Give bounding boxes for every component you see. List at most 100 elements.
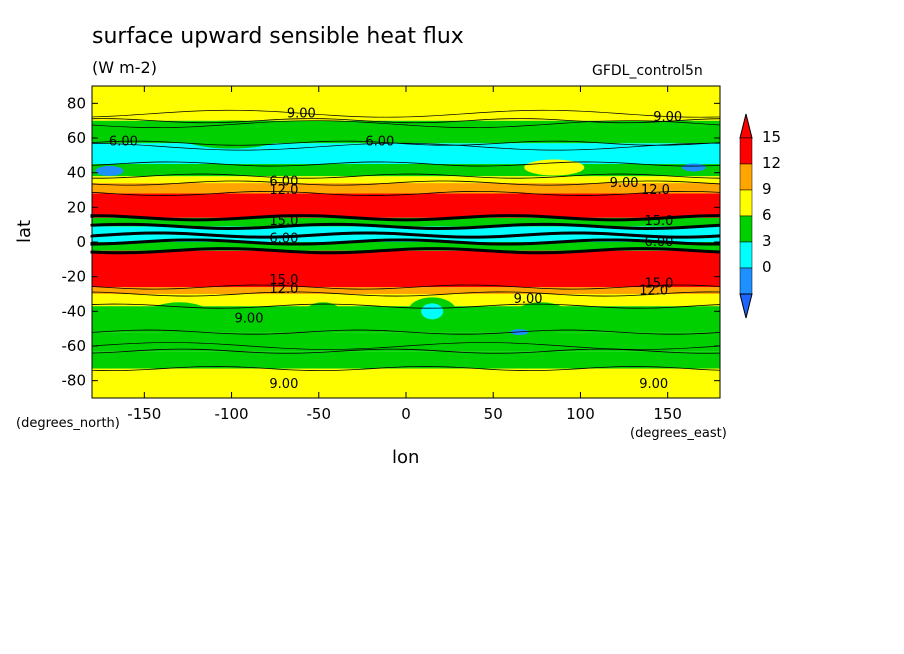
contour-line-layer: [90, 109, 721, 372]
colorbar-label: 0: [762, 258, 772, 276]
colorbar-label: 9: [762, 180, 772, 198]
colorbar-swatch: [739, 241, 753, 269]
colorbar-swatch: [739, 137, 753, 165]
zonal-band: [92, 193, 720, 218]
x-tick-label: -150: [127, 405, 161, 423]
anomaly-region: [176, 120, 287, 149]
contour-label: 15.0: [269, 214, 298, 229]
contour-label: 6.00: [365, 134, 394, 149]
zonal-band: [92, 250, 720, 288]
colorbar: 0 3 6 9 12 15: [739, 113, 781, 319]
anomaly-region: [681, 163, 706, 172]
x-tick-label: 150: [653, 405, 682, 423]
x-tick-label: 100: [566, 405, 595, 423]
contour-line: [91, 366, 721, 372]
colorbar-label: 12: [762, 154, 781, 172]
y-tick-label: -80: [62, 372, 87, 390]
contour-line: [91, 118, 721, 124]
y-tick-label: 80: [67, 94, 86, 112]
contour-line: [91, 291, 721, 297]
colorbar-swatch: [739, 163, 753, 191]
y-tick-label: -60: [62, 337, 87, 355]
colorbar-swatch: [739, 215, 753, 243]
colorbar-label: 3: [762, 232, 772, 250]
contour-line: [91, 180, 721, 186]
contour-label: 6.00: [644, 235, 673, 250]
y-tick-label: 60: [67, 129, 86, 147]
contour-label: 9.00: [514, 292, 543, 307]
contour-label: 12.0: [269, 282, 298, 297]
y-tick-label: 40: [67, 164, 86, 182]
contour-label: 6.00: [109, 134, 138, 149]
regional-anomaly-layer: [95, 120, 706, 336]
dataset-name: GFDL_control5n: [592, 63, 703, 79]
colorbar-over-arrow: [739, 113, 753, 139]
contour-label: 9.00: [653, 110, 682, 125]
zonal-band: [92, 332, 720, 352]
anomaly-region: [144, 302, 215, 335]
anomaly-region: [95, 165, 124, 176]
zonal-band: [92, 183, 720, 194]
anomaly-region: [301, 302, 345, 335]
zonal-band: [92, 287, 720, 294]
contour-line: [91, 161, 721, 167]
contour-label: 12.0: [639, 284, 668, 299]
zonal-band: [92, 294, 720, 307]
contour-label: 12.0: [269, 183, 298, 198]
colorbar-label: 15: [762, 128, 781, 146]
colorbar-label: 6: [762, 206, 772, 224]
zonal-band: [92, 226, 720, 236]
contour-line: [91, 284, 721, 290]
y-tick-label: -20: [62, 268, 87, 286]
zonal-band: [92, 351, 720, 369]
x-tick-label: -50: [307, 405, 332, 423]
y-tick-label: 20: [67, 198, 86, 216]
contour-line: [90, 247, 721, 255]
contour-label: 6.00: [269, 232, 298, 247]
contour-label: 15.0: [644, 277, 673, 292]
contour-label: 9.00: [235, 311, 264, 326]
contour-line: [90, 222, 721, 230]
contour-line: [90, 231, 721, 239]
contour-line: [91, 342, 721, 350]
zonal-band: [92, 217, 720, 227]
anomaly-region: [421, 303, 444, 320]
contour-line: [91, 109, 721, 118]
contour-line: [90, 214, 721, 222]
x-axis-label: lon: [392, 447, 420, 468]
contour-label: 12.0: [641, 183, 670, 198]
colorbar-under-arrow: [739, 293, 753, 319]
colorbar-swatch: [739, 189, 753, 217]
contour-line: [91, 142, 721, 151]
contour-line: [91, 190, 721, 196]
contour-label: 15.0: [269, 273, 298, 288]
y-tick-label: 0: [76, 233, 86, 251]
zonal-band: [92, 143, 720, 164]
chart-title: surface upward sensible heat flux: [92, 24, 464, 49]
contour-label: 9.00: [269, 377, 298, 392]
y-axis-units: (degrees_north): [16, 416, 120, 431]
chart-units: (W m-2): [92, 58, 157, 77]
contour-label: 9.00: [610, 176, 639, 191]
y-tick-label: -40: [62, 302, 87, 320]
contour-label: 6.00: [269, 174, 298, 189]
x-tick-label: 50: [484, 405, 503, 423]
x-axis-units: (degrees_east): [630, 426, 727, 441]
anomaly-region: [510, 302, 572, 335]
zonal-band: [92, 242, 720, 251]
contour-line: [90, 238, 721, 246]
x-tick-label: -100: [215, 405, 249, 423]
contour-label: 9.00: [639, 377, 668, 392]
contour-label: 9.00: [287, 107, 316, 122]
x-tick-label: 0: [401, 405, 411, 423]
contour-line: [91, 173, 721, 179]
contour-label: 15.0: [644, 214, 673, 229]
contour-fill-layer: [92, 86, 720, 398]
zonal-band: [92, 176, 720, 184]
axes-layer: -150 -100 -50 0 50 100 150 -80 -60 -40 -20 0 20 40 60 8…: [62, 85, 721, 423]
contour-line: [91, 329, 721, 335]
colorbar-swatch: [739, 267, 753, 295]
contour-line: [91, 303, 721, 309]
